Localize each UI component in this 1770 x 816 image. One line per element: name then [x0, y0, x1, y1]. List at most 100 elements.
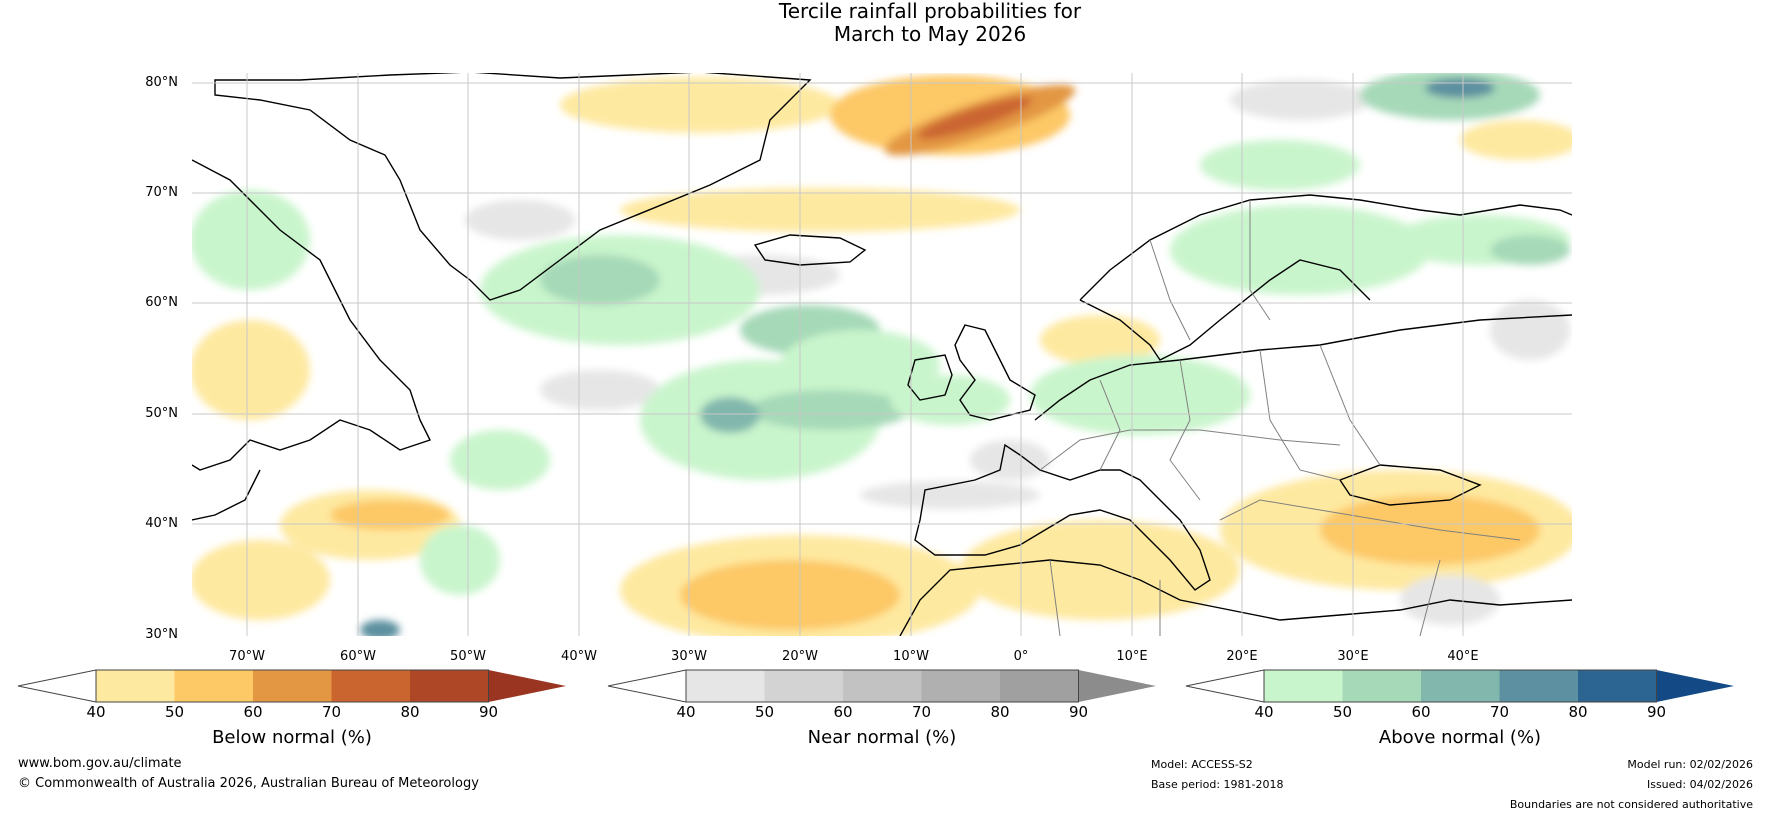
cb-below-tick: 80 — [400, 703, 420, 721]
cb-below-swatch — [174, 670, 253, 702]
below-blob — [560, 77, 840, 133]
iceland-coast — [753, 234, 867, 266]
cb-above-tick: 50 — [1332, 703, 1353, 721]
issued-text: Issued: 04/02/2026 — [1646, 778, 1753, 791]
greenland-coast — [214, 73, 812, 301]
title-line-1: Tercile rainfall probabilities for — [778, 0, 1082, 23]
cb-near-swatch — [921, 670, 1000, 702]
website-link[interactable]: www.bom.gov.au/climate — [18, 756, 182, 771]
below-blob — [680, 560, 900, 630]
cb-near-tick: 70 — [911, 703, 932, 721]
above-blob — [1170, 205, 1430, 295]
above-blob — [192, 190, 310, 290]
cb-below-swatch — [410, 670, 489, 702]
colorbar-near — [607, 669, 1156, 703]
near-blob — [860, 481, 1040, 509]
cb-above-min-arrow — [1185, 669, 1265, 703]
lon-label-70w: 70°W — [229, 649, 265, 664]
cb-below-title: Below normal (%) — [212, 727, 372, 748]
below-blob — [620, 188, 1020, 232]
scandinavia-coast — [1079, 259, 1371, 361]
cb-near-swatch — [1000, 670, 1079, 702]
lat-label-40n: 40°N — [145, 516, 178, 531]
near-blob — [1490, 300, 1570, 360]
below-blob — [960, 520, 1240, 620]
below-blob — [192, 540, 330, 620]
cb-below-min-arrow — [17, 669, 97, 703]
africa-coast — [899, 559, 1572, 636]
lat-label-50n: 50°N — [145, 406, 178, 421]
cb-near-tick: 60 — [833, 703, 853, 721]
below-blob — [330, 500, 450, 530]
cb-near-tick: 40 — [676, 703, 696, 721]
lat-label-80n: 80°N — [145, 75, 178, 90]
below-blob — [192, 320, 310, 420]
colorbar-below — [17, 669, 566, 703]
below-blob — [1320, 495, 1540, 565]
above-blob — [700, 397, 760, 433]
near-blob — [1230, 80, 1370, 120]
lon-label-40e: 40°E — [1447, 649, 1479, 664]
cb-above-tick: 90 — [1646, 703, 1667, 721]
lon-label-20w: 20°W — [782, 649, 818, 664]
figure-title: Tercile rainfall probabilities for March… — [0, 0, 1770, 46]
lon-label-10w: 10°W — [893, 649, 929, 664]
above-blob — [420, 525, 500, 595]
cb-below-tick: 60 — [243, 703, 263, 721]
cb-near-tick: 50 — [754, 703, 775, 721]
lon-label-40w: 40°W — [561, 649, 597, 664]
cb-near-min-arrow — [607, 669, 687, 703]
cb-above-swatch — [1342, 670, 1421, 702]
cb-above-tick: 40 — [1254, 703, 1274, 721]
near-blob — [970, 440, 1050, 480]
lon-label-50w: 50°W — [450, 649, 486, 664]
cb-above-max-arrow — [1656, 670, 1734, 702]
cb-above-tick: 60 — [1411, 703, 1431, 721]
cb-above-swatch — [1421, 670, 1500, 702]
below-blob — [917, 97, 1033, 139]
ireland-coast — [907, 354, 953, 401]
cb-below-tick: 50 — [164, 703, 185, 721]
cb-below-tick: 90 — [478, 703, 499, 721]
europe-coast — [1034, 314, 1572, 421]
cb-near-max-arrow — [1078, 670, 1156, 702]
map-area — [192, 73, 1572, 636]
country-borders — [1039, 200, 1521, 636]
above-blob — [1490, 235, 1570, 265]
cb-above-swatch — [1499, 670, 1578, 702]
cb-near-tick: 90 — [1068, 703, 1089, 721]
copyright-text: © Commonwealth of Australia 2026, Austra… — [18, 776, 479, 791]
near-blob — [465, 200, 575, 240]
below-blob — [1460, 120, 1572, 160]
near-blob — [540, 370, 660, 410]
above-blob — [360, 620, 400, 636]
black-sea-coast — [1338, 464, 1482, 506]
disclaimer-text: Boundaries are not considered authoritat… — [1509, 798, 1753, 811]
cb-below-tick: 70 — [321, 703, 342, 721]
britain-coast — [954, 324, 1036, 421]
lon-label-30e: 30°E — [1337, 649, 1369, 664]
colorbar-above — [1185, 669, 1734, 703]
graticule — [192, 73, 1572, 636]
coastlines — [192, 73, 1572, 636]
iberia-italy-coast — [914, 443, 1211, 591]
above-blob — [750, 390, 910, 430]
title-line-2: March to May 2026 — [833, 22, 1027, 46]
cb-above-swatch — [1264, 670, 1343, 702]
cb-above-tick: 80 — [1568, 703, 1588, 721]
lon-label-0: 0° — [1013, 649, 1029, 664]
cb-above-swatch — [1578, 670, 1657, 702]
lat-label-30n: 30°N — [145, 627, 178, 642]
cb-near-swatch — [686, 670, 765, 702]
cb-near-tick: 80 — [990, 703, 1010, 721]
lat-label-70n: 70°N — [145, 185, 178, 200]
scandinavia-coast — [1079, 194, 1572, 301]
lat-label-60n: 60°N — [145, 295, 178, 310]
cb-above-title: Above normal (%) — [1378, 727, 1542, 748]
above-blob — [1200, 140, 1360, 190]
lon-label-60w: 60°W — [340, 649, 376, 664]
cb-below-tick: 40 — [86, 703, 106, 721]
cb-below-swatch — [331, 670, 410, 702]
above-blob — [1425, 78, 1495, 98]
